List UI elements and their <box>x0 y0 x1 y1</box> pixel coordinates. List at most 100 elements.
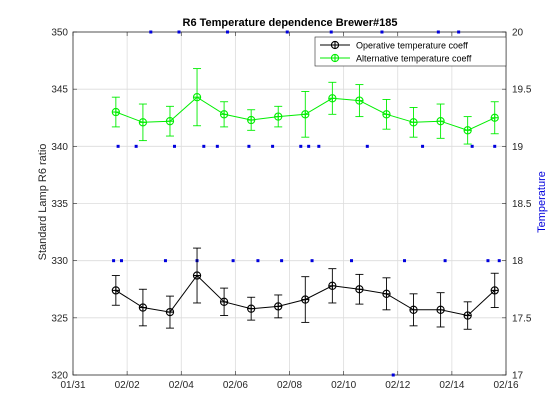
temperature-point <box>299 144 303 148</box>
data-point <box>247 304 256 313</box>
x-tick-label: 01/31 <box>60 380 85 391</box>
data-point <box>274 302 283 311</box>
chart-title: R6 Temperature dependence Brewer#185 <box>183 17 398 29</box>
data-point <box>463 126 472 135</box>
data-point <box>382 110 391 119</box>
data-point <box>409 118 418 127</box>
data-point <box>192 271 202 280</box>
legend-marker-alternative <box>330 53 340 63</box>
x-tick-label: 02/10 <box>331 380 356 391</box>
temperature-point <box>380 30 384 34</box>
legend-marker-shape <box>330 40 340 50</box>
y2-tick-label: 18.5 <box>512 199 532 210</box>
data-point <box>247 115 256 125</box>
y-tick-label: 350 <box>51 28 68 39</box>
data-point <box>301 110 310 119</box>
data-point <box>409 305 418 314</box>
temperature-point <box>256 259 260 263</box>
legend-marker-shape <box>330 53 340 63</box>
data-point <box>328 94 337 103</box>
temperature-point <box>231 259 235 263</box>
temperature-point <box>116 144 120 148</box>
temperature-point <box>163 259 167 263</box>
data-point <box>436 117 445 126</box>
legend-marker-operative <box>330 40 340 50</box>
data-point <box>165 117 175 126</box>
y-axis-left: 320 325 330 335 340 345 350 <box>51 28 77 382</box>
data-point <box>192 93 202 102</box>
data-point <box>328 281 337 290</box>
data-point <box>490 113 499 122</box>
temperature-point <box>247 144 251 148</box>
y-tick-label: 345 <box>51 85 68 96</box>
data-point <box>165 307 175 317</box>
temperature-point <box>310 259 314 263</box>
x-tick-label: 02/16 <box>493 380 518 391</box>
temperature-point <box>443 259 447 263</box>
y-tick-label: 340 <box>51 142 68 153</box>
y2-tick-label: 17.5 <box>512 313 532 324</box>
y2-tick-label: 18 <box>512 256 524 267</box>
legend: Operative temperature coeff Alternative … <box>314 36 507 67</box>
y2-tick-label: 19 <box>512 142 524 153</box>
temperature-point <box>365 144 369 148</box>
data-point <box>111 107 120 117</box>
temperature-point <box>225 30 229 34</box>
temperature-point <box>280 259 284 263</box>
temperature-point <box>493 144 497 148</box>
data-point <box>111 286 120 295</box>
temperature-point <box>177 30 181 34</box>
temperature-point <box>329 30 333 34</box>
temperature-point <box>470 144 474 148</box>
data-point <box>382 289 391 298</box>
temperature-point <box>307 144 311 148</box>
grid <box>73 32 506 375</box>
y-axis-label: Standard Lamp R6 ratio <box>37 144 49 261</box>
data-point <box>138 303 148 312</box>
temperature-point <box>391 373 395 377</box>
temperature-point <box>403 259 407 263</box>
temperature-series <box>112 30 501 377</box>
data-point <box>138 118 148 127</box>
x-tick-label: 02/02 <box>115 380 140 391</box>
y-tick-label: 320 <box>51 371 68 382</box>
temperature-point <box>172 144 176 148</box>
temperature-point <box>457 30 461 34</box>
temperature-point <box>149 30 153 34</box>
data-point <box>219 297 229 306</box>
y2-tick-label: 20 <box>512 28 524 39</box>
temperature-point <box>421 144 425 148</box>
temperature-point <box>497 259 501 263</box>
temperature-point <box>112 259 116 263</box>
x-tick-label: 02/06 <box>223 380 248 391</box>
y2-axis-label: Temperature <box>536 171 548 233</box>
temperature-point <box>202 144 206 148</box>
x-tick-label: 02/14 <box>439 380 464 391</box>
legend-box <box>314 36 507 67</box>
legend-label-operative: Operative temperature coeff <box>356 41 468 51</box>
temperature-point <box>271 144 275 148</box>
x-tick-label: 02/12 <box>385 380 410 391</box>
x-tick-label: 02/08 <box>277 380 302 391</box>
y-tick-label: 335 <box>51 199 68 210</box>
temperature-point <box>317 144 321 148</box>
y2-tick-label: 17 <box>512 371 524 382</box>
x-axis: 01/31 02/02 02/04 02/06 02/08 02/10 02/12 02/14… <box>60 32 519 391</box>
temperature-point <box>436 30 440 34</box>
data-point <box>274 112 283 121</box>
ratio-series <box>111 68 499 330</box>
y-tick-label: 330 <box>51 256 68 267</box>
temperature-point <box>134 144 138 148</box>
data-point <box>355 285 364 294</box>
temperature-point <box>350 259 354 263</box>
data-point <box>463 311 472 320</box>
data-point <box>490 286 499 295</box>
data-point <box>355 96 364 105</box>
y2-tick-label: 19.5 <box>512 85 532 96</box>
x-tick-label: 02/04 <box>169 380 194 391</box>
y-tick-label: 325 <box>51 313 68 324</box>
temperature-point <box>215 144 219 148</box>
temperature-point <box>119 259 123 263</box>
y-axis-right: 17 17.5 18 18.5 19 19.5 20 <box>502 28 532 382</box>
